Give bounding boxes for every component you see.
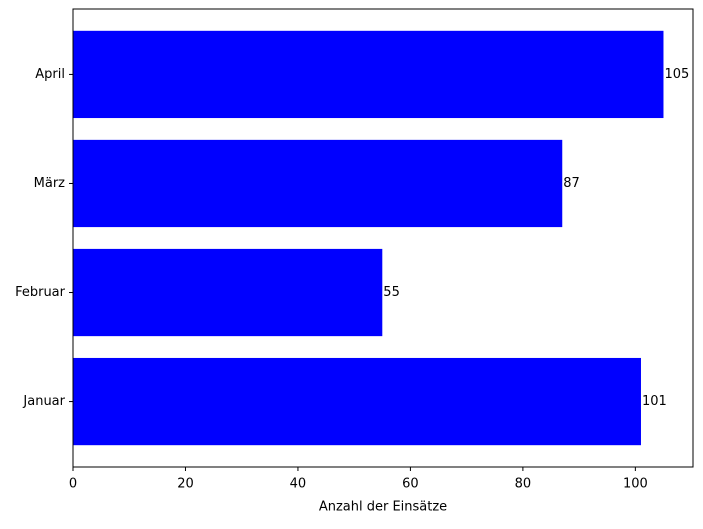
value-label: 55 xyxy=(383,285,400,300)
x-tick-label: 100 xyxy=(623,477,648,492)
y-tick-label: Februar xyxy=(15,285,66,300)
value-label: 101 xyxy=(642,394,667,409)
bar xyxy=(73,248,383,337)
x-tick-label: 40 xyxy=(290,477,307,492)
x-tick-label: 20 xyxy=(177,477,194,492)
x-tick-label: 80 xyxy=(515,477,532,492)
y-tick-label: März xyxy=(34,176,66,191)
plot-frame xyxy=(72,8,694,468)
y-tick-label: April xyxy=(35,67,65,82)
bar xyxy=(73,357,641,446)
y-tick-label: Januar xyxy=(22,394,65,409)
value-label: 105 xyxy=(664,67,689,82)
x-tick-label: 0 xyxy=(69,477,77,492)
x-tick-label: 60 xyxy=(402,477,419,492)
value-label: 87 xyxy=(563,176,580,191)
x-axis-label: Anzahl der Einsätze xyxy=(319,500,447,515)
bar xyxy=(73,30,664,119)
bar xyxy=(73,139,563,228)
